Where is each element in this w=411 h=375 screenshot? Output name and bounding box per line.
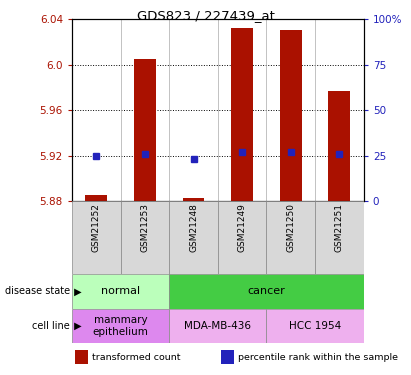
Bar <box>315 201 364 274</box>
Bar <box>134 59 156 201</box>
Text: HCC 1954: HCC 1954 <box>289 321 341 331</box>
Bar <box>218 201 266 274</box>
Text: GSM21252: GSM21252 <box>92 203 101 252</box>
Bar <box>120 201 169 274</box>
Bar <box>280 30 302 201</box>
Bar <box>231 28 253 201</box>
Text: GSM21249: GSM21249 <box>238 203 247 252</box>
Text: cancer: cancer <box>247 286 285 296</box>
Text: ▶: ▶ <box>71 321 81 331</box>
Text: GSM21250: GSM21250 <box>286 203 295 252</box>
Text: transformed count: transformed count <box>92 352 181 362</box>
Text: GSM21248: GSM21248 <box>189 203 198 252</box>
Bar <box>266 309 364 343</box>
Text: ▶: ▶ <box>71 286 81 296</box>
Bar <box>75 350 88 364</box>
Bar <box>85 195 107 201</box>
Bar <box>221 350 234 364</box>
Bar <box>169 201 218 274</box>
Bar <box>72 201 120 274</box>
Text: disease state: disease state <box>5 286 70 296</box>
Bar <box>328 91 350 201</box>
Bar <box>169 309 266 343</box>
Text: normal: normal <box>101 286 140 296</box>
Text: MDA-MB-436: MDA-MB-436 <box>184 321 252 331</box>
Text: mammary
epithelium: mammary epithelium <box>92 315 148 337</box>
Bar <box>182 198 204 201</box>
Bar <box>72 309 169 343</box>
Bar <box>266 201 315 274</box>
Bar <box>169 274 364 309</box>
Text: GSM21253: GSM21253 <box>141 203 149 252</box>
Text: cell line: cell line <box>32 321 70 331</box>
Text: percentile rank within the sample: percentile rank within the sample <box>238 352 398 362</box>
Text: GSM21251: GSM21251 <box>335 203 344 252</box>
Bar <box>72 274 169 309</box>
Text: GDS823 / 227439_at: GDS823 / 227439_at <box>136 9 275 22</box>
